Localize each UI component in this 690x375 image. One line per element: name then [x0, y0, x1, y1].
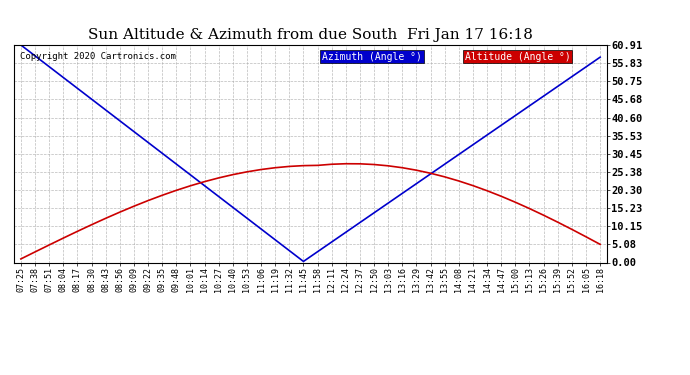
- Title: Sun Altitude & Azimuth from due South  Fri Jan 17 16:18: Sun Altitude & Azimuth from due South Fr…: [88, 28, 533, 42]
- Text: Copyright 2020 Cartronics.com: Copyright 2020 Cartronics.com: [20, 51, 176, 60]
- Text: Altitude (Angle °): Altitude (Angle °): [465, 51, 571, 62]
- Text: Azimuth (Angle °): Azimuth (Angle °): [322, 51, 422, 62]
